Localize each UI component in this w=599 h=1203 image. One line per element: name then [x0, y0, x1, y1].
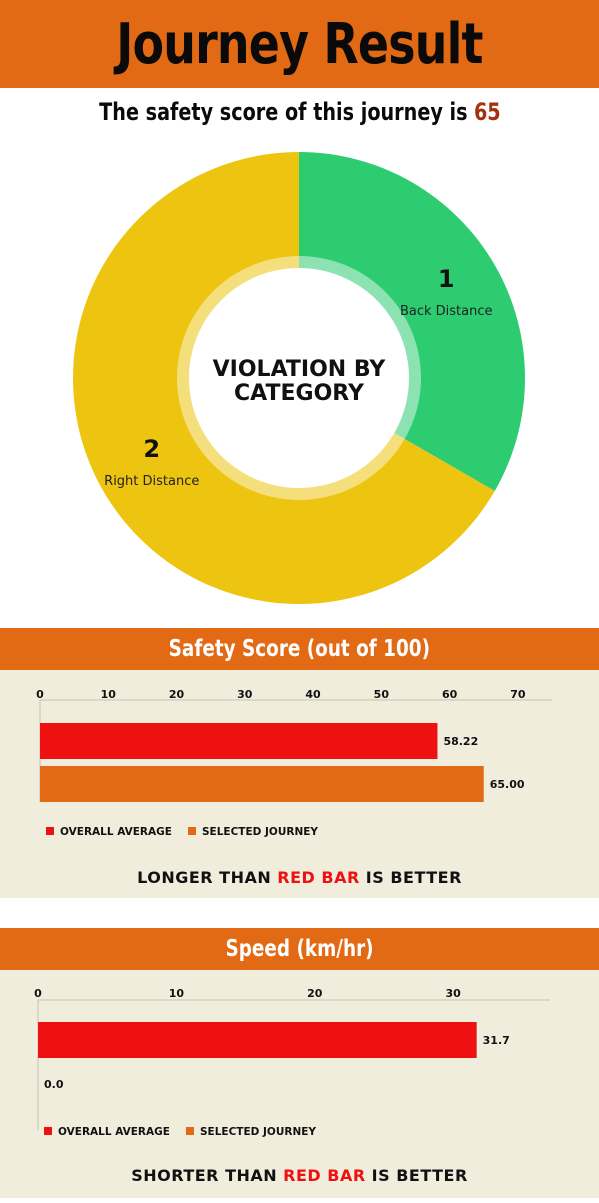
- x-tick-label: 0: [36, 688, 44, 701]
- bar-value-label-selected-journey: 65.00: [490, 778, 525, 791]
- x-tick-label: 10: [169, 987, 185, 1000]
- legend-swatch-selected-journey: [188, 827, 196, 835]
- x-tick-label: 20: [169, 688, 185, 701]
- x-tick-label: 30: [445, 987, 461, 1000]
- note-text-before: SHORTER THAN: [131, 1166, 278, 1185]
- speed-note: SHORTER THAN RED BAR IS BETTER: [0, 1166, 599, 1185]
- legend-label-selected-journey: SELECTED JOURNEY: [200, 1126, 316, 1138]
- bar-value-label-overall-average: 58.22: [443, 735, 478, 748]
- donut-slice-label-back-distance: Back Distance: [400, 304, 493, 319]
- donut-title-line-2: CATEGORY: [234, 381, 365, 406]
- speed-chart-header: Speed (km/hr): [0, 928, 599, 970]
- x-tick-label: 50: [374, 688, 390, 701]
- bar-overall-average: [40, 723, 438, 759]
- note-text-before: LONGER THAN: [137, 868, 272, 887]
- note-red-bar-text: RED BAR: [283, 1166, 366, 1185]
- speed-chart-title: Speed (km/hr): [225, 936, 374, 962]
- x-tick-label: 40: [305, 688, 321, 701]
- legend-label-selected-journey: SELECTED JOURNEY: [202, 826, 318, 838]
- safety-score-line: The safety score of this journey is 65: [0, 98, 599, 126]
- x-tick-label: 0: [34, 987, 42, 1000]
- bar-selected-journey: [40, 766, 484, 802]
- legend-swatch-selected-journey: [186, 1127, 194, 1135]
- safety-score-chart-header: Safety Score (out of 100): [0, 628, 599, 670]
- title-banner: Journey Result: [0, 0, 599, 88]
- score-value: 65: [473, 98, 501, 126]
- donut-title-line-1: VIOLATION BY: [213, 357, 387, 382]
- donut-slice-label-right-distance: Right Distance: [104, 474, 199, 489]
- safety-score-chart-title: Safety Score (out of 100): [168, 636, 431, 662]
- page-title: Journey Result: [116, 11, 483, 77]
- bar-value-label-overall-average: 31.7: [483, 1034, 510, 1047]
- donut-slice-value-right-distance: 2: [143, 435, 160, 463]
- donut-hole: [189, 268, 409, 488]
- x-tick-label: 10: [101, 688, 117, 701]
- speed-chart-panel: 0 10 20 30 31.7 0.0 OVERALL AVERAGE SELECTED JO…: [0, 970, 599, 1198]
- safety-score-chart-panel: 0 10 20 30 40 50 60 70 58.22 65.00 OVERALL AVERAGE…: [0, 670, 599, 898]
- legend-label-overall-average: OVERALL AVERAGE: [60, 826, 172, 838]
- x-tick-label: 60: [442, 688, 458, 701]
- bar-value-label-selected-journey: 0.0: [44, 1078, 64, 1091]
- safety-score-note: LONGER THAN RED BAR IS BETTER: [0, 868, 599, 887]
- safety-score-bar-chart: 0 10 20 30 40 50 60 70 58.22 65.00 OVERALL AVERAGE…: [36, 688, 552, 838]
- score-text: The safety score of this journey is: [98, 98, 468, 126]
- legend-label-overall-average: OVERALL AVERAGE: [58, 1126, 170, 1138]
- legend-swatch-overall-average: [46, 827, 54, 835]
- note-red-bar-text: RED BAR: [277, 868, 360, 887]
- donut-svg: VIOLATION BY CATEGORY 1 Back Distance 2 Rig…: [72, 152, 525, 604]
- note-text-after: IS BETTER: [371, 1166, 468, 1185]
- legend-swatch-overall-average: [44, 1127, 52, 1135]
- x-tick-label: 20: [307, 987, 323, 1000]
- x-tick-label: 30: [237, 688, 253, 701]
- bar-overall-average: [38, 1022, 477, 1058]
- speed-bar-chart: 0 10 20 30 31.7 0.0 OVERALL AVERAGE SELECTED JO…: [34, 987, 550, 1138]
- note-text-after: IS BETTER: [365, 868, 462, 887]
- donut-slice-value-back-distance: 1: [438, 265, 455, 293]
- x-tick-label: 70: [510, 688, 526, 701]
- violation-donut-chart: VIOLATION BY CATEGORY 1 Back Distance 2 Rig…: [0, 150, 599, 620]
